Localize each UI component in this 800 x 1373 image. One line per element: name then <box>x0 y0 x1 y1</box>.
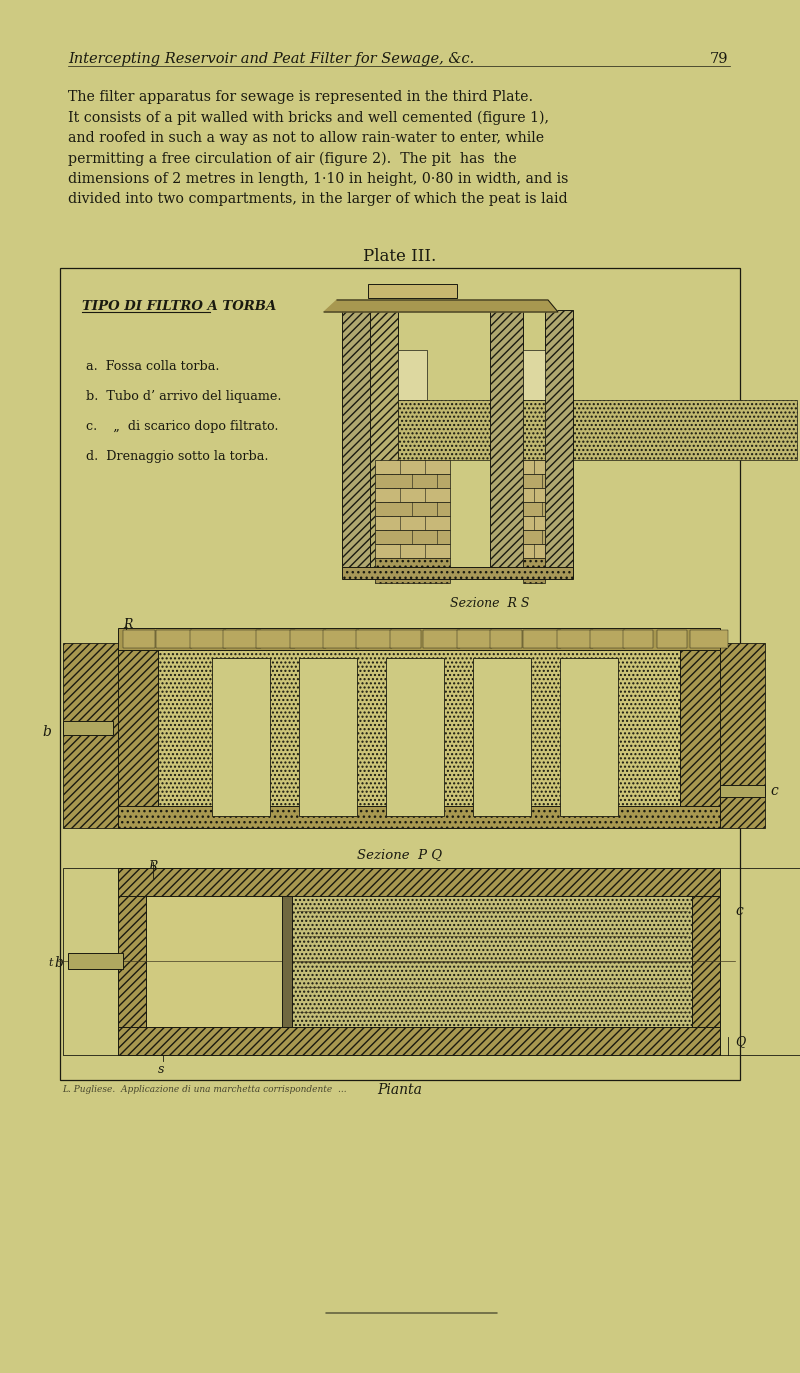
Text: and roofed in such a way as not to allow rain-water to enter, while: and roofed in such a way as not to allow… <box>68 130 544 146</box>
Bar <box>299 658 357 816</box>
Text: R: R <box>148 859 158 873</box>
Bar <box>523 557 545 584</box>
Text: R: R <box>123 618 132 632</box>
Bar <box>375 474 450 487</box>
Bar <box>146 897 282 1027</box>
Bar <box>290 630 326 648</box>
Bar <box>490 630 529 648</box>
Bar <box>118 806 720 828</box>
Text: Pianta: Pianta <box>378 1083 422 1097</box>
Bar <box>523 460 545 474</box>
Bar <box>118 627 720 649</box>
Text: 79: 79 <box>710 52 728 66</box>
Bar <box>368 284 457 298</box>
Bar <box>375 530 450 544</box>
Text: Sezione  R S: Sezione R S <box>450 597 530 610</box>
Bar <box>156 630 194 648</box>
Bar <box>342 567 573 579</box>
Bar <box>60 268 740 1081</box>
Text: b: b <box>54 956 63 969</box>
Bar <box>557 630 594 648</box>
Bar <box>523 530 545 544</box>
Bar <box>68 953 123 969</box>
Text: L. Pugliese.  Applicazione di una marchetta corrispondente  ...: L. Pugliese. Applicazione di una marchet… <box>62 1085 346 1094</box>
Text: dimensions of 2 metres in length, 1·10 in height, 0·80 in width, and is: dimensions of 2 metres in length, 1·10 i… <box>68 172 568 185</box>
Bar <box>560 658 618 816</box>
Bar <box>123 630 157 648</box>
Bar <box>623 630 654 648</box>
Bar <box>523 400 545 460</box>
Bar <box>118 897 146 1027</box>
Bar <box>375 516 450 530</box>
Bar <box>720 643 765 828</box>
Bar <box>680 649 720 806</box>
Bar <box>490 310 523 575</box>
Bar <box>690 630 726 648</box>
Text: Sezione  P Q: Sezione P Q <box>358 849 442 861</box>
Bar <box>473 658 531 816</box>
Bar <box>257 630 294 648</box>
Bar <box>523 503 545 516</box>
Bar <box>63 721 113 735</box>
Bar <box>282 897 292 1027</box>
Text: Plate III.: Plate III. <box>363 249 437 265</box>
Text: permitting a free circulation of air (figure 2).  The pit  has  the: permitting a free circulation of air (fi… <box>68 151 517 166</box>
Bar <box>390 630 421 648</box>
Text: c.    „  di scarico dopo filtrato.: c. „ di scarico dopo filtrato. <box>86 420 278 432</box>
Bar <box>63 868 800 1054</box>
Bar <box>357 630 394 648</box>
Polygon shape <box>324 299 558 312</box>
Text: b.  Tubo d’ arrivo del liquame.: b. Tubo d’ arrivo del liquame. <box>86 390 282 404</box>
Bar <box>398 400 797 460</box>
Text: TIPO DI FILTRO A TORBA: TIPO DI FILTRO A TORBA <box>82 299 276 313</box>
Text: divided into two compartments, in the larger of which the peat is laid: divided into two compartments, in the la… <box>68 192 568 206</box>
Text: Q: Q <box>735 1035 746 1048</box>
Bar <box>423 630 458 648</box>
Text: Intercepting Reservoir and Peat Filter for Sewage, &c.: Intercepting Reservoir and Peat Filter f… <box>68 52 474 66</box>
Text: t: t <box>49 958 53 968</box>
Bar <box>118 868 720 897</box>
Bar <box>457 630 489 648</box>
Bar <box>545 310 573 575</box>
Bar <box>63 643 118 828</box>
Bar <box>523 474 545 487</box>
Bar <box>398 350 427 400</box>
Bar <box>342 310 370 575</box>
Bar <box>375 460 450 474</box>
Bar <box>375 557 450 584</box>
Bar <box>223 630 259 648</box>
Bar <box>323 630 362 648</box>
Bar <box>692 897 720 1027</box>
Text: c: c <box>770 784 778 798</box>
Bar <box>523 350 545 400</box>
Text: b: b <box>42 725 51 739</box>
Bar <box>523 487 545 503</box>
Bar <box>375 544 450 557</box>
Text: c: c <box>735 903 742 919</box>
Text: a.  Fossa colla torba.: a. Fossa colla torba. <box>86 360 219 373</box>
Text: d.  Drenaggio sotto la torba.: d. Drenaggio sotto la torba. <box>86 450 269 463</box>
Bar <box>590 630 629 648</box>
Bar <box>720 785 765 796</box>
Text: It consists of a pit walled with bricks and well cemented (figure 1),: It consists of a pit walled with bricks … <box>68 110 549 125</box>
Bar <box>118 649 158 806</box>
Bar <box>523 630 555 648</box>
Bar <box>118 1027 720 1054</box>
Bar <box>212 658 270 816</box>
Bar <box>375 487 450 503</box>
Bar <box>292 897 692 1027</box>
Bar <box>158 649 680 806</box>
Text: d: d <box>459 954 469 968</box>
Text: s: s <box>158 1063 164 1076</box>
Text: The filter apparatus for sewage is represented in the third Plate.: The filter apparatus for sewage is repre… <box>68 91 533 104</box>
Bar <box>190 630 220 648</box>
Text: a: a <box>415 721 423 735</box>
Bar <box>523 516 545 530</box>
Bar <box>386 658 444 816</box>
Bar <box>657 630 694 648</box>
Bar <box>375 503 450 516</box>
Bar <box>523 544 545 557</box>
Bar <box>370 310 398 575</box>
